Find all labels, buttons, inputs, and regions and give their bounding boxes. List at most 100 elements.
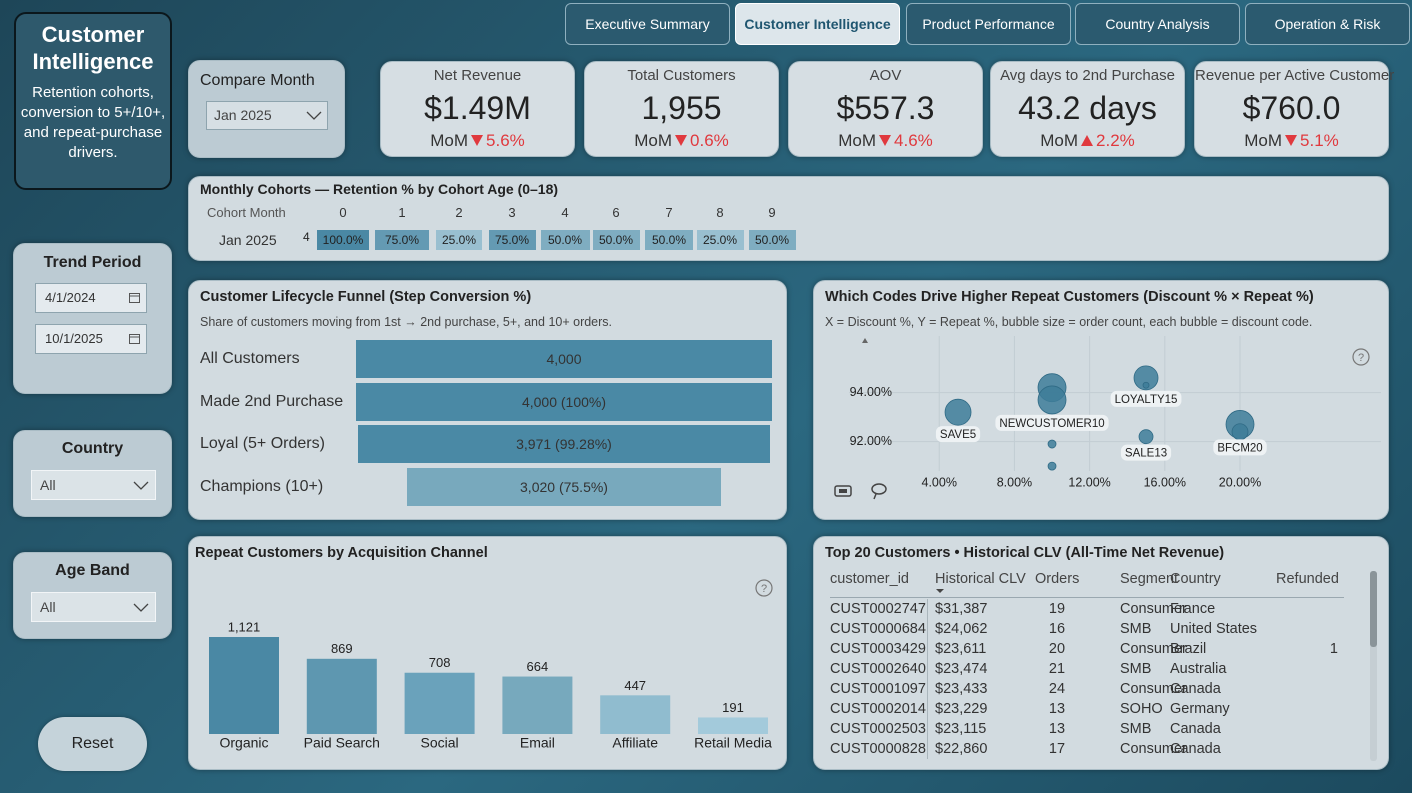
tab[interactable]: Product Performance bbox=[906, 3, 1071, 45]
table-card: Top 20 Customers • Historical CLV (All-T… bbox=[813, 536, 1389, 770]
card-title: Customer Lifecycle Funnel (Step Conversi… bbox=[200, 289, 532, 305]
cohort-cell-label: 50.0% bbox=[598, 233, 634, 247]
tab[interactable]: Executive Summary bbox=[565, 3, 730, 45]
bubble-label-bg bbox=[935, 426, 981, 443]
column-header: Segment bbox=[1120, 571, 1179, 587]
table-cell: CUST0002503 bbox=[830, 721, 926, 737]
page-description: Retention cohorts, conversion to 5+/10+,… bbox=[20, 84, 166, 161]
table-cell: 21 bbox=[1048, 661, 1066, 677]
table-cell: CUST0003429 bbox=[830, 641, 926, 657]
value-label: 4,000 (100%) bbox=[521, 393, 607, 410]
chevron-line bbox=[133, 603, 149, 612]
table-cell: United States bbox=[1170, 621, 1258, 637]
value-label: 708 bbox=[429, 655, 451, 670]
bubble bbox=[1037, 385, 1067, 415]
calendar-body bbox=[129, 334, 140, 344]
calendar-icon bbox=[129, 334, 140, 344]
kpi-arrow bbox=[471, 135, 484, 146]
card-title: Monthly Cohorts — Retention % by Cohort … bbox=[200, 181, 559, 197]
cohort-cell-label: 50.0% bbox=[547, 233, 583, 247]
table-cell: 20 bbox=[1048, 641, 1066, 657]
kpi-card: Revenue per Active Customer $760.0 MoM 5.1% bbox=[1194, 61, 1394, 157]
x-tick-label: 4.00% bbox=[922, 475, 957, 489]
cohort-size: 4 bbox=[303, 230, 310, 244]
cohort-cell: 50.0% bbox=[540, 230, 590, 250]
bubble-label-bg bbox=[1120, 444, 1172, 461]
cohort-cell-label: 75.0% bbox=[494, 233, 530, 247]
bubble-label-bg bbox=[1213, 439, 1267, 456]
dropdown[interactable]: All bbox=[31, 470, 156, 500]
date-input[interactable]: 4/1/2024 bbox=[35, 283, 147, 313]
column-header: 2 bbox=[455, 205, 463, 220]
reset-button[interactable]: Reset bbox=[38, 717, 147, 771]
kpi-label: Total Customers bbox=[627, 67, 736, 84]
table-cell: $23,433 bbox=[935, 681, 988, 697]
bubble bbox=[944, 398, 972, 426]
cohort-cell-label: 25.0% bbox=[702, 233, 738, 247]
tab[interactable]: Operation & Risk bbox=[1245, 3, 1410, 45]
chevron bbox=[133, 603, 149, 612]
scrollbar-thumb bbox=[1370, 571, 1377, 647]
dropdown[interactable]: Jan 2025 bbox=[206, 101, 328, 130]
bubble-label: SALE13 bbox=[1125, 448, 1167, 460]
title-card: Customer Intelligence Retention cohorts, … bbox=[14, 12, 172, 190]
cohort-cell-label: 50.0% bbox=[754, 233, 790, 247]
bubble-label: NEWCUSTOMER10 bbox=[999, 418, 1104, 430]
column-header: Refunded bbox=[1276, 571, 1339, 587]
category-label: Champions (10+) bbox=[200, 477, 324, 495]
table-cell: $23,115 bbox=[935, 721, 987, 737]
cohort-cell-label: 25.0% bbox=[441, 233, 477, 247]
table-cell: $22,860 bbox=[935, 741, 988, 757]
age-band-card: Age Band All bbox=[13, 552, 172, 639]
table-cell: SMB bbox=[1120, 621, 1152, 637]
kpi-change-value: 5.1% bbox=[1300, 131, 1339, 150]
kpi-arrow bbox=[879, 135, 892, 146]
kpi-change: MoM 4.6% bbox=[789, 130, 982, 152]
column-header: 0 bbox=[339, 205, 347, 220]
table-cell: Consumer bbox=[1120, 641, 1187, 657]
kpi-change-label: MoM bbox=[838, 131, 877, 150]
kpi-change-value: 2.2% bbox=[1096, 131, 1135, 150]
bubble bbox=[1047, 461, 1057, 471]
tab[interactable]: Country Analysis bbox=[1075, 3, 1240, 45]
kpi-arrow-shape bbox=[879, 135, 892, 146]
dropdown[interactable]: All bbox=[31, 592, 156, 622]
kpi-value: $1.49M bbox=[424, 90, 531, 126]
sort-indicator bbox=[936, 589, 944, 593]
tool-icon[interactable] bbox=[834, 485, 852, 497]
table-cell: $31,387 bbox=[935, 601, 988, 617]
help-icon[interactable]: ? bbox=[1352, 348, 1370, 366]
table-cell: SOHO bbox=[1120, 701, 1163, 717]
value-label: 1,121 bbox=[228, 619, 261, 634]
kpi-card: Net Revenue $1.49M MoM 5.6% bbox=[380, 61, 575, 157]
help-glyph: ? bbox=[761, 583, 767, 595]
bar bbox=[306, 658, 377, 734]
channel-card: Repeat Customers by Acquisition Channel 1… bbox=[188, 536, 787, 770]
help-icon[interactable]: ? bbox=[755, 579, 773, 597]
tool-shape bbox=[871, 483, 887, 495]
bar bbox=[404, 672, 475, 734]
kpi-arrow-shape bbox=[1081, 135, 1094, 146]
kpi-change-label: MoM bbox=[634, 131, 673, 150]
tool-icon[interactable] bbox=[871, 483, 887, 500]
bar bbox=[502, 676, 573, 734]
column-header: 8 bbox=[716, 205, 724, 220]
column-header: Orders bbox=[1035, 571, 1080, 587]
card-subtitle: X = Discount %, Y = Repeat %, bubble siz… bbox=[825, 315, 1313, 329]
table-cell: SMB bbox=[1120, 721, 1152, 737]
table-cell: 24 bbox=[1048, 681, 1066, 697]
date-input[interactable]: 10/1/2025 bbox=[35, 324, 147, 354]
cohort-cell: 50.0% bbox=[592, 230, 640, 250]
x-tick-label: 16.00% bbox=[1144, 475, 1186, 489]
tab[interactable]: Customer Intelligence bbox=[735, 3, 900, 45]
kpi-change-value: 5.6% bbox=[486, 131, 525, 150]
kpi-label: Avg days to 2nd Purchase bbox=[1000, 67, 1175, 84]
table-cell: 19 bbox=[1048, 601, 1066, 617]
table-cell: 16 bbox=[1048, 621, 1066, 637]
category-label: Made 2nd Purchase bbox=[200, 392, 344, 410]
cohort-cell: 25.0% bbox=[436, 230, 482, 250]
axis-arrow bbox=[862, 338, 868, 343]
cohort-cell: 75.0% bbox=[375, 230, 429, 250]
card-title: Top 20 Customers • Historical CLV (All-T… bbox=[825, 545, 1225, 561]
kpi-change-label: MoM bbox=[1040, 131, 1079, 150]
